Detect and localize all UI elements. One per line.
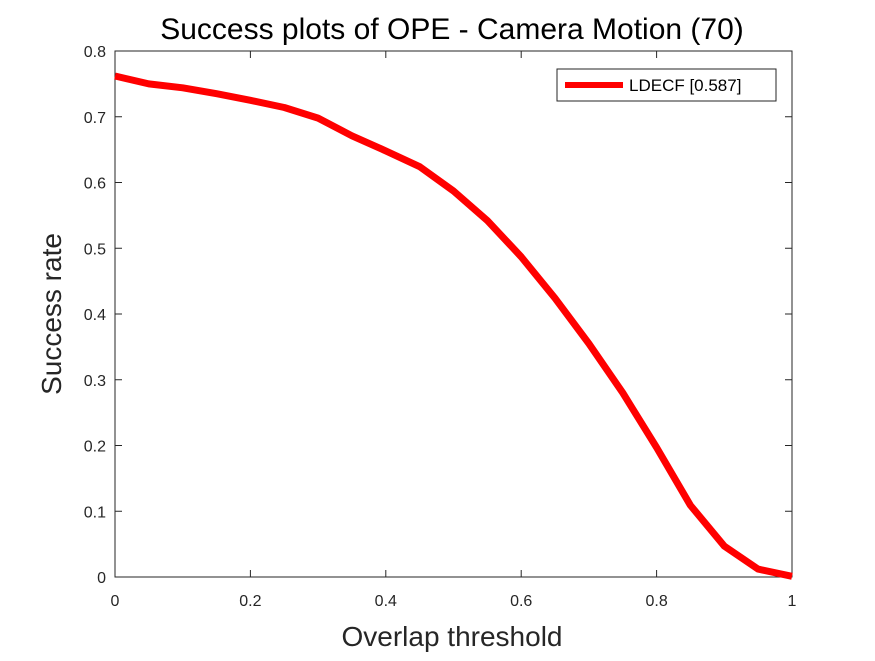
series-line-ldecf [115,76,792,576]
y-tick-label: 0 [97,570,106,587]
x-tick-label: 0.4 [375,593,397,610]
y-tick-label: 0.6 [84,176,106,193]
x-axis-title: Overlap threshold [341,621,562,652]
y-tick-label: 0.7 [84,110,106,127]
y-tick-label: 0.1 [84,504,106,521]
x-tick-label: 0.6 [510,593,532,610]
legend-label-ldecf: LDECF [0.587] [629,76,741,95]
x-tick-label: 0.2 [239,593,261,610]
chart-title: Success plots of OPE - Camera Motion (70… [160,13,744,46]
x-tick-label: 0 [111,593,120,610]
plot-area-frame [115,51,792,577]
x-tick-label: 0.8 [645,593,667,610]
axis-ticks: 0 0.2 0.4 0.6 0.8 1 0 0.1 0.2 0.3 0.4 0.5 0.6 0.7 0.8 [84,44,797,610]
y-tick-label: 0.4 [84,307,106,324]
y-axis-title: Success rate [36,233,67,395]
x-tick-label: 1 [788,593,797,610]
y-tick-label: 0.3 [84,373,106,390]
y-tick-label: 0.8 [84,44,106,61]
y-tick-label: 0.5 [84,241,106,258]
legend: LDECF [0.587] [557,69,776,101]
y-tick-label: 0.2 [84,439,106,456]
series-layer [115,76,792,576]
